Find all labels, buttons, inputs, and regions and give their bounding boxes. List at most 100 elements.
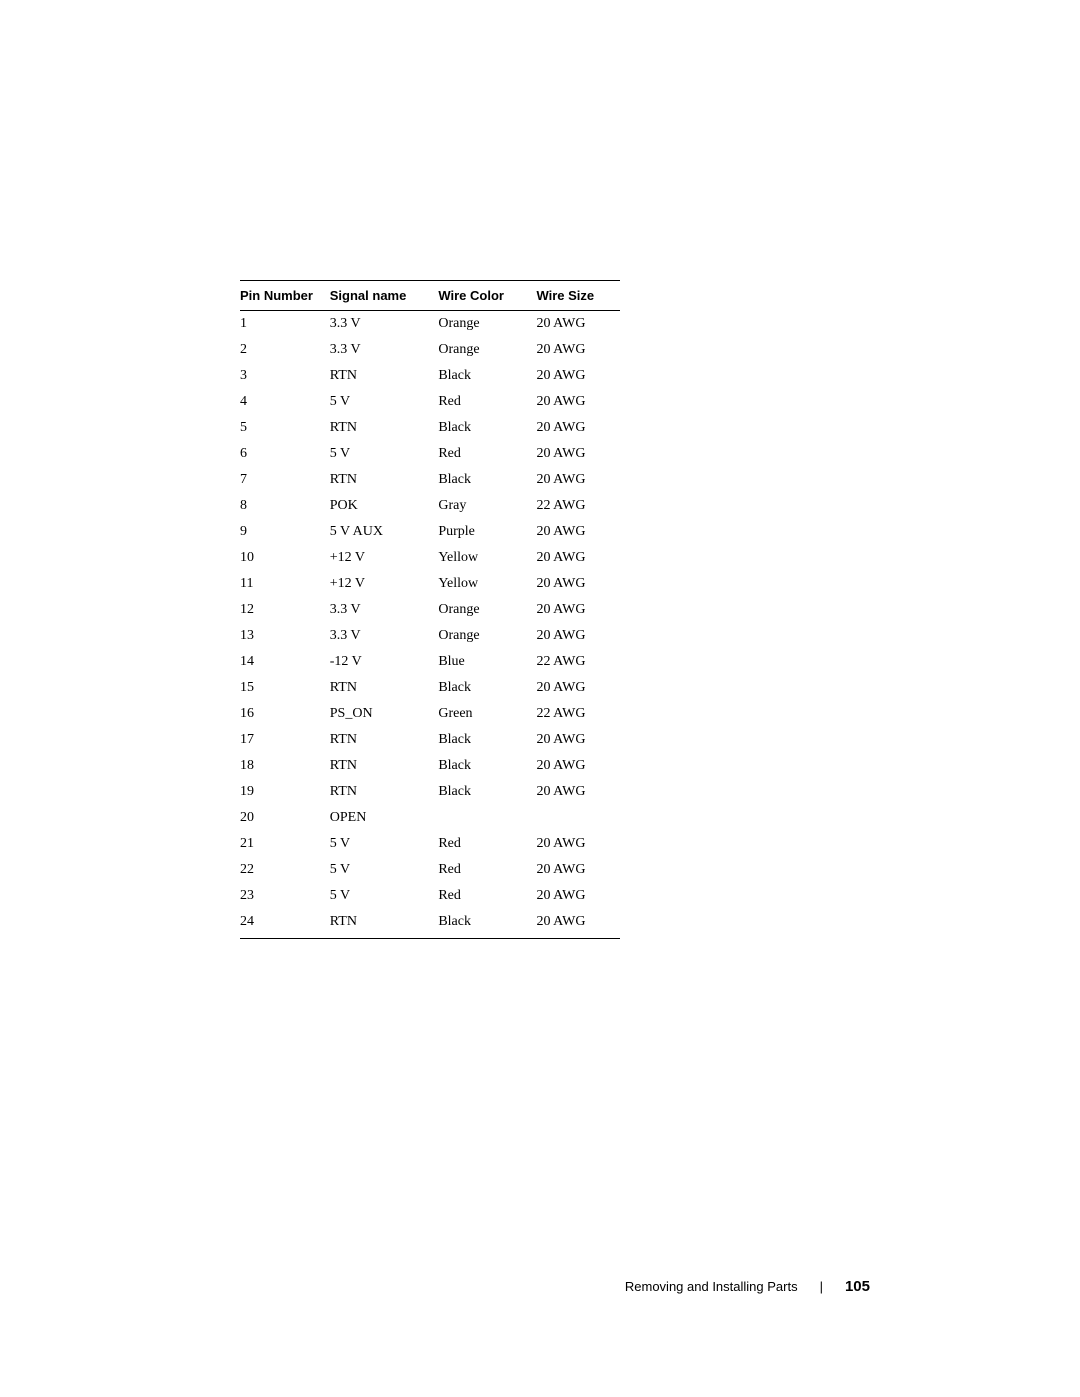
table-cell: 3.3 V [330, 311, 439, 338]
table-cell: Orange [438, 337, 536, 363]
table-cell: 19 [240, 779, 330, 805]
table-cell: RTN [330, 675, 439, 701]
table-cell: RTN [330, 753, 439, 779]
table-row: 10+12 VYellow20 AWG [240, 545, 620, 571]
table-row: 8POKGray22 AWG [240, 493, 620, 519]
table-cell: Red [438, 831, 536, 857]
table-cell: Gray [438, 493, 536, 519]
table-cell: Yellow [438, 571, 536, 597]
table-row: 3RTNBlack20 AWG [240, 363, 620, 389]
table-cell: Red [438, 389, 536, 415]
table-body: 13.3 VOrange20 AWG23.3 VOrange20 AWG3RTN… [240, 311, 620, 939]
table-cell: 20 AWG [536, 831, 620, 857]
table-cell: 17 [240, 727, 330, 753]
table-cell: 20 AWG [536, 519, 620, 545]
column-header-wire-size: Wire Size [536, 281, 620, 311]
table-cell: 22 AWG [536, 649, 620, 675]
table-cell: RTN [330, 727, 439, 753]
table-cell: Black [438, 675, 536, 701]
table-cell: Yellow [438, 545, 536, 571]
table-cell: +12 V [330, 545, 439, 571]
table-cell: 18 [240, 753, 330, 779]
table-row: 17RTNBlack20 AWG [240, 727, 620, 753]
footer-divider: | [820, 1279, 823, 1294]
table-cell: Red [438, 857, 536, 883]
table-cell: Black [438, 363, 536, 389]
table-cell: 20 AWG [536, 545, 620, 571]
table-cell: 20 AWG [536, 727, 620, 753]
table-row: 215 VRed20 AWG [240, 831, 620, 857]
table-cell: Black [438, 753, 536, 779]
table-cell: 7 [240, 467, 330, 493]
table-cell: 3.3 V [330, 597, 439, 623]
table-cell: -12 V [330, 649, 439, 675]
table-cell: 22 [240, 857, 330, 883]
table-cell: 4 [240, 389, 330, 415]
table-row: 13.3 VOrange20 AWG [240, 311, 620, 338]
table-cell: 20 AWG [536, 311, 620, 338]
table-cell: Black [438, 909, 536, 939]
table-cell: 9 [240, 519, 330, 545]
table-cell: 3 [240, 363, 330, 389]
table-cell: Orange [438, 597, 536, 623]
table-row: 14-12 VBlue22 AWG [240, 649, 620, 675]
table-cell: 15 [240, 675, 330, 701]
table-cell: +12 V [330, 571, 439, 597]
table-cell: 20 AWG [536, 909, 620, 939]
pin-assignment-table: Pin Number Signal name Wire Color Wire S… [240, 280, 620, 939]
table-row: 18RTNBlack20 AWG [240, 753, 620, 779]
table-header-row: Pin Number Signal name Wire Color Wire S… [240, 281, 620, 311]
table-cell: 10 [240, 545, 330, 571]
table-cell: Black [438, 415, 536, 441]
table-row: 19RTNBlack20 AWG [240, 779, 620, 805]
table-row: 7RTNBlack20 AWG [240, 467, 620, 493]
table-cell: POK [330, 493, 439, 519]
table-cell: 20 AWG [536, 571, 620, 597]
table-cell [536, 805, 620, 831]
table-cell: 21 [240, 831, 330, 857]
table-cell: 20 AWG [536, 415, 620, 441]
table-cell: 11 [240, 571, 330, 597]
table-cell: 12 [240, 597, 330, 623]
table-cell: 5 V [330, 441, 439, 467]
table-cell: 20 AWG [536, 389, 620, 415]
table-cell: RTN [330, 363, 439, 389]
table-cell: 20 AWG [536, 467, 620, 493]
table-cell: RTN [330, 467, 439, 493]
table-cell: Green [438, 701, 536, 727]
table-cell: 22 AWG [536, 701, 620, 727]
table-cell: 20 AWG [536, 857, 620, 883]
table-cell: 20 AWG [536, 675, 620, 701]
table-cell: 20 AWG [536, 883, 620, 909]
table-cell: Orange [438, 623, 536, 649]
table-cell: Red [438, 883, 536, 909]
table-cell: 14 [240, 649, 330, 675]
table-cell [438, 805, 536, 831]
table-cell: Black [438, 467, 536, 493]
table-cell: 6 [240, 441, 330, 467]
table-cell: 8 [240, 493, 330, 519]
table-cell: Red [438, 441, 536, 467]
table-cell: RTN [330, 909, 439, 939]
table-cell: 22 AWG [536, 493, 620, 519]
table-cell: 23 [240, 883, 330, 909]
table-cell: 20 AWG [536, 779, 620, 805]
table-row: 11+12 VYellow20 AWG [240, 571, 620, 597]
table-row: 95 V AUXPurple20 AWG [240, 519, 620, 545]
column-header-wire-color: Wire Color [438, 281, 536, 311]
table-row: 235 VRed20 AWG [240, 883, 620, 909]
table-cell: 1 [240, 311, 330, 338]
table-row: 65 VRed20 AWG [240, 441, 620, 467]
table-row: 16PS_ONGreen22 AWG [240, 701, 620, 727]
page-footer: Removing and Installing Parts | 105 [625, 1278, 870, 1295]
column-header-pin-number: Pin Number [240, 281, 330, 311]
table-cell: Black [438, 779, 536, 805]
table-row: 15RTNBlack20 AWG [240, 675, 620, 701]
table-cell: Black [438, 727, 536, 753]
table-cell: RTN [330, 779, 439, 805]
table-cell: OPEN [330, 805, 439, 831]
table-cell: PS_ON [330, 701, 439, 727]
table-row: 225 VRed20 AWG [240, 857, 620, 883]
document-page: Pin Number Signal name Wire Color Wire S… [0, 0, 1080, 1397]
table-cell: 3.3 V [330, 623, 439, 649]
